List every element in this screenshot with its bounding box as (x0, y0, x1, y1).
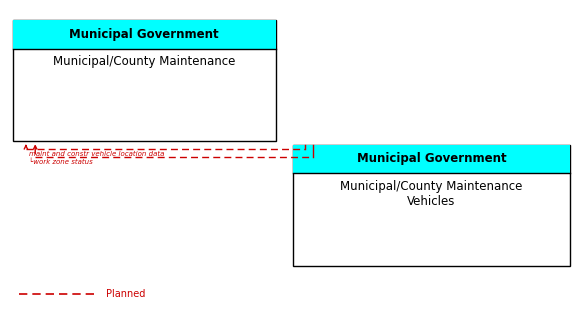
Text: └work zone status: └work zone status (29, 158, 93, 165)
Bar (293, 144, 570, 265)
Text: maint and constr vehicle location data: maint and constr vehicle location data (29, 151, 164, 157)
Bar (293, 144, 570, 173)
Text: Municipal/County Maintenance: Municipal/County Maintenance (53, 56, 236, 68)
Text: Planned: Planned (107, 289, 146, 299)
Text: Municipal Government: Municipal Government (357, 152, 506, 165)
Text: Municipal Government: Municipal Government (70, 28, 219, 41)
Bar (13, 21, 275, 49)
Text: Municipal/County Maintenance
Vehicles: Municipal/County Maintenance Vehicles (340, 179, 523, 208)
Bar (13, 21, 275, 142)
